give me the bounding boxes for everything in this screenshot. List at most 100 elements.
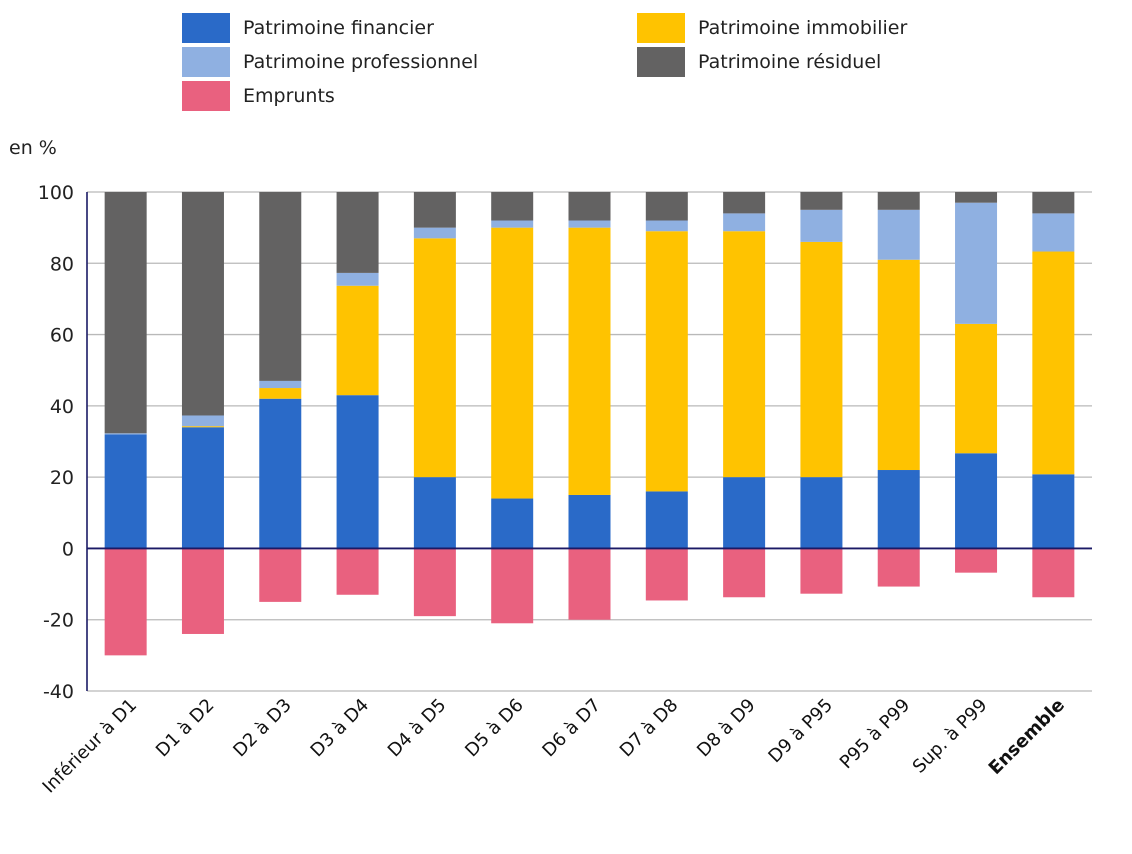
bar-segment-emprunts	[1032, 548, 1075, 598]
y-axis-unit-label: en %	[9, 137, 57, 159]
bar-segment-residuel	[877, 192, 920, 210]
x-tick-label: D3 à D4	[307, 695, 374, 762]
legend-label-emprunts: Emprunts	[243, 85, 335, 107]
legend-item-financier: Patrimoine financier	[182, 12, 434, 44]
bar-segment-emprunts	[645, 548, 688, 601]
x-tick-label: D6 à D7	[538, 695, 605, 762]
bar-segment-immobilier	[955, 323, 998, 454]
bars	[104, 192, 1075, 656]
legend-item-immobilier: Patrimoine immobilier	[637, 12, 907, 44]
legend-item-emprunts: Emprunts	[182, 80, 335, 112]
legend-item-residuel: Patrimoine résiduel	[637, 46, 881, 78]
bar-segment-professionnel	[259, 380, 302, 389]
legend-label-financier: Patrimoine financier	[243, 17, 434, 39]
bar-segment-emprunts	[955, 548, 998, 573]
bar-segment-emprunts	[723, 548, 766, 598]
bar-segment-residuel	[800, 192, 843, 210]
bar-segment-emprunts	[336, 548, 379, 595]
legend-swatch-immobilier	[637, 13, 685, 43]
bar-segment-financier	[723, 477, 766, 549]
bar-segment-professionnel	[491, 220, 534, 228]
bar-segment-emprunts	[491, 548, 534, 624]
bar-segment-residuel	[568, 192, 611, 221]
bar-group	[259, 192, 302, 602]
y-tick-label: 40	[50, 396, 74, 418]
bar-segment-professionnel	[723, 213, 766, 232]
y-tick-label: 20	[50, 467, 74, 489]
bar-group	[877, 192, 920, 587]
x-tick-label: D1 à D2	[152, 695, 219, 762]
y-tick-label: -40	[43, 681, 74, 703]
bar-segment-immobilier	[413, 238, 456, 478]
bar-segment-professionnel	[955, 202, 998, 324]
x-tick-label: D4 à D5	[384, 695, 451, 762]
bar-group	[104, 192, 147, 656]
bar-segment-emprunts	[877, 548, 920, 587]
bar-segment-financier	[568, 494, 611, 549]
bar-segment-professionnel	[645, 220, 688, 232]
legend-label-professionnel: Patrimoine professionnel	[243, 51, 479, 73]
x-tick-label: D9 à P95	[764, 695, 837, 768]
bar-segment-professionnel	[800, 209, 843, 242]
bar-group	[645, 192, 688, 601]
bar-segment-professionnel	[104, 433, 147, 435]
bar-segment-emprunts	[104, 548, 147, 656]
bar-segment-financier	[877, 470, 920, 549]
bar-segment-immobilier	[568, 227, 611, 495]
bar-segment-financier	[259, 398, 302, 549]
legend-swatch-financier	[182, 13, 230, 43]
x-tick-label: D2 à D3	[229, 695, 296, 762]
legend-item-professionnel: Patrimoine professionnel	[182, 46, 478, 78]
legend-label-residuel: Patrimoine résiduel	[698, 51, 882, 73]
bar-segment-financier	[955, 453, 998, 549]
bar-group	[723, 192, 766, 598]
bar-group	[413, 192, 456, 617]
y-tick-label: 60	[50, 325, 74, 347]
bar-segment-financier	[181, 427, 224, 549]
bar-segment-emprunts	[181, 548, 224, 634]
legend-swatch-residuel	[637, 47, 685, 77]
bar-segment-residuel	[1032, 192, 1075, 214]
bar-segment-immobilier	[491, 227, 534, 499]
bar-segment-professionnel	[877, 209, 920, 260]
bar-segment-professionnel	[1032, 213, 1075, 252]
axes	[86, 192, 1092, 691]
bar-segment-immobilier	[336, 285, 379, 396]
bar-group	[181, 192, 224, 634]
bar-segment-residuel	[104, 192, 147, 434]
bar-group	[1032, 192, 1075, 598]
legend-swatch-professionnel	[182, 47, 230, 77]
bar-segment-emprunts	[568, 548, 611, 620]
y-tick-label: -20	[43, 610, 74, 632]
bar-segment-residuel	[413, 192, 456, 228]
y-axis-ticks: 100 80 60 40 20 0 -20 -40	[38, 182, 74, 703]
bar-group	[955, 192, 998, 573]
y-tick-label: 100	[38, 182, 74, 204]
bar-segment-immobilier	[181, 426, 224, 428]
x-tick-label: Sup. à P99	[909, 695, 992, 778]
bar-segment-financier	[645, 491, 688, 549]
bar-segment-professionnel	[181, 415, 224, 427]
bar-segment-immobilier	[259, 388, 302, 399]
bar-segment-immobilier	[723, 231, 766, 478]
x-tick-label: Ensemble	[985, 695, 1069, 779]
bar-segment-emprunts	[413, 548, 456, 617]
bar-group	[568, 192, 611, 620]
bar-segment-residuel	[259, 192, 302, 381]
bar-segment-residuel	[723, 192, 766, 214]
bar-segment-immobilier	[645, 231, 688, 492]
bar-segment-emprunts	[800, 548, 843, 594]
bar-segment-financier	[491, 498, 534, 549]
y-tick-label: 0	[62, 538, 74, 560]
x-tick-label: D5 à D6	[461, 695, 528, 762]
y-tick-label: 80	[50, 253, 74, 275]
bar-group	[800, 192, 843, 594]
legend-label-immobilier: Patrimoine immobilier	[698, 17, 908, 39]
bar-segment-immobilier	[1032, 251, 1075, 475]
bar-segment-emprunts	[259, 548, 302, 602]
bar-segment-residuel	[955, 192, 998, 203]
bar-segment-financier	[336, 395, 379, 549]
bar-segment-financier	[1032, 474, 1075, 549]
x-tick-label: Inférieur à D1	[39, 695, 142, 798]
